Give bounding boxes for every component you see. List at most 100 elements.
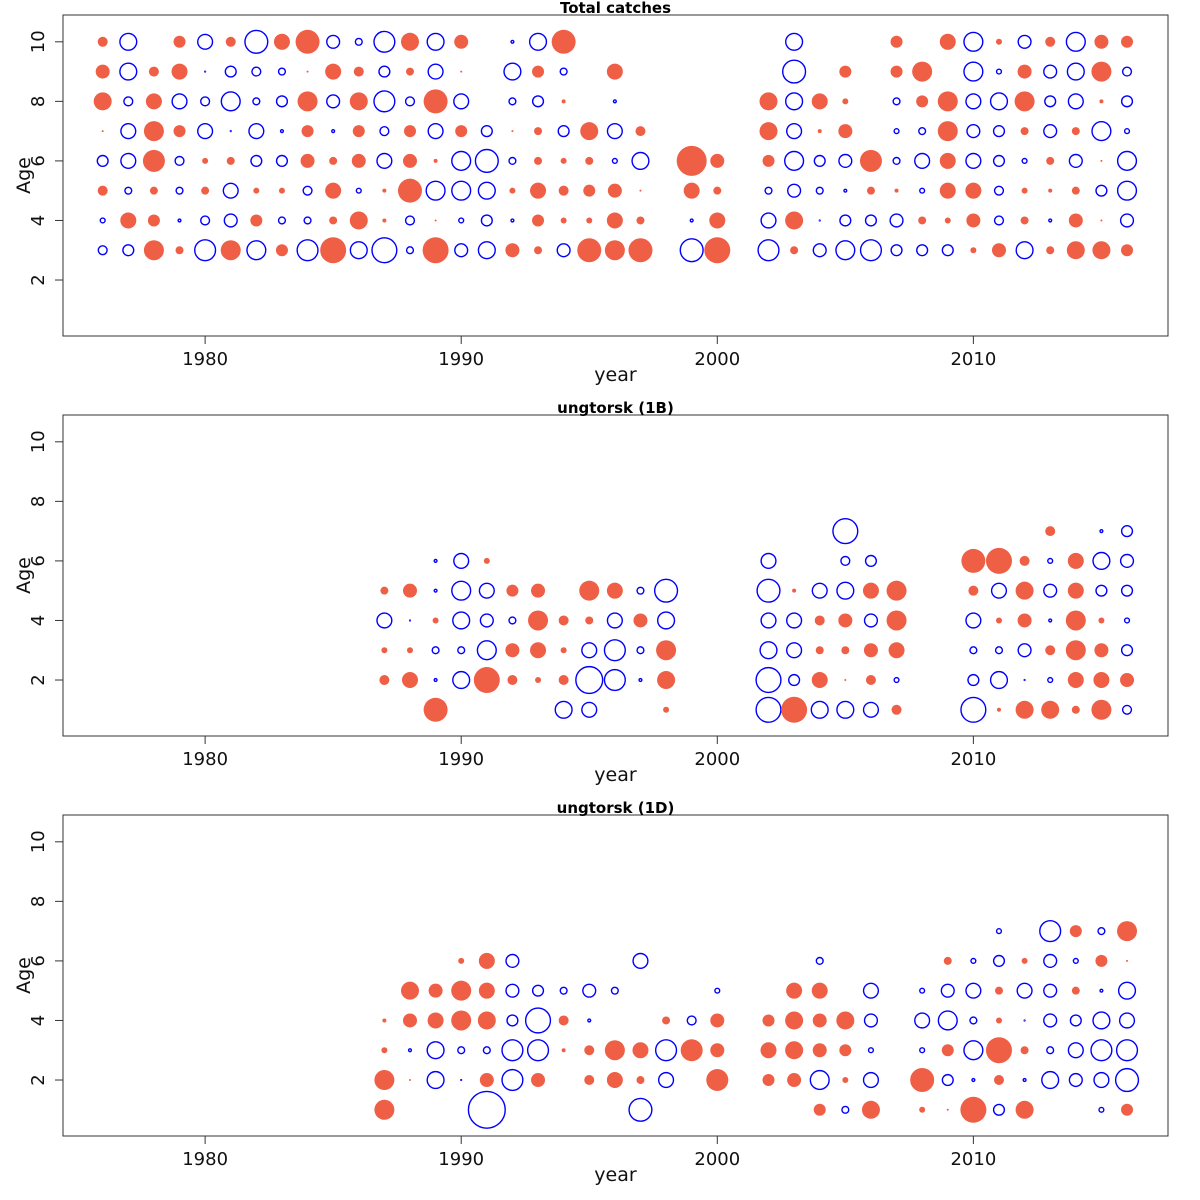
bubble-positive [865,675,876,686]
bubble-negative [1067,1042,1084,1059]
bubble-negative [433,588,438,593]
bubble-negative [194,239,217,262]
bubble-negative [836,581,855,600]
bubble-positive [579,580,600,601]
bubble-negative [277,67,287,76]
bubble-positive [120,212,137,229]
bubble-positive [423,697,448,722]
bubble-negative [859,239,883,262]
panel-title: Total catches [560,0,671,17]
bubble-negative [404,215,416,226]
bubble-positive [300,153,315,168]
bubble-positive [380,586,389,595]
bubble-positive [560,217,567,224]
x-tick-label: 2000 [694,1149,740,1170]
bubble-negative [1065,31,1086,52]
y-tick-label: 4 [28,215,49,226]
bubble-negative [864,214,878,227]
bubble-negative [971,1077,976,1083]
bubble-negative [1119,213,1135,228]
bubble-positive [1121,1103,1134,1116]
bubble-positive [841,646,850,655]
bubble-positive [397,178,422,203]
bubble-negative [1043,953,1058,969]
bubble-negative [250,154,263,168]
bubble-negative [528,32,548,51]
bubble-positive [560,647,567,654]
bubble-negative [425,180,446,201]
bubble-negative [628,1097,653,1122]
bubble-negative [1023,1019,1026,1022]
bubble-positive [1048,188,1053,193]
bubble-positive [1066,241,1085,260]
bubble-positive [405,67,414,76]
bubble-negative [995,68,1003,75]
bubble-positive [528,610,549,631]
bubble-negative [843,188,848,193]
bubble-negative [119,32,138,51]
bubble-negative [505,983,520,998]
bubble-positive [147,214,160,227]
bubble-negative [893,128,900,135]
y-tick-label: 6 [28,155,49,166]
bubble-positive [944,217,951,224]
bubble-negative [757,239,780,262]
bubble-negative [426,1070,445,1090]
bubble-positive [842,98,849,105]
bubble-positive [1067,672,1084,689]
bubble-positive [201,186,210,195]
bubble-positive [844,679,847,682]
bubble-negative [508,97,517,106]
bubble-positive [704,237,731,264]
bubble-positive [839,65,852,78]
bubble-negative [97,245,108,256]
bubble-negative [452,611,471,630]
bubble-negative [326,34,341,49]
bubble-positive [994,986,1003,995]
bubble-positive [507,675,518,686]
bubble-positive [275,244,288,257]
bubble-positive [862,582,879,599]
bubble-positive [329,156,338,165]
bubble-positive [531,583,546,598]
bubble-negative [1068,1072,1083,1088]
bubble-positive [759,122,778,141]
bubble-positive [941,1044,954,1057]
bubble-negative [427,63,444,80]
bubble-positive [713,186,722,195]
x-tick-label: 1990 [438,349,484,370]
bubble-negative [992,954,1006,968]
bubble-negative [965,152,982,170]
bubble-negative [919,187,926,194]
y-axis-label: Age [13,557,35,594]
bubble-negative [378,65,391,78]
bubble-negative [1116,150,1138,172]
bubble-positive [175,246,184,255]
bubble-positive [560,157,567,164]
bubble-negative [405,246,415,255]
bubble-negative [331,129,336,134]
bubble-positive [353,66,364,77]
bubble-negative [175,186,184,195]
bubble-positive [408,1079,411,1082]
bubble-positive [273,33,290,50]
bubble-positive [817,129,822,134]
bubble-positive [173,125,186,138]
bubble-negative [862,701,880,718]
bubble-negative [755,666,782,694]
bubble-negative [373,90,396,113]
bubble-positive [946,1108,949,1111]
bubble-positive [628,238,653,263]
bubble-negative [990,582,1008,599]
bubble-positive [985,1037,1012,1064]
bubble-negative [892,156,901,166]
bubble-negative [638,677,643,683]
bubble-negative [714,987,721,994]
bubble-positive [790,246,799,255]
bubble-negative [197,123,214,140]
y-axis-label: Age [13,957,35,994]
bubble-positive [1045,645,1056,656]
bubble-positive [374,1070,395,1091]
bubble-negative [1039,920,1062,943]
bubble-positive [939,33,956,50]
